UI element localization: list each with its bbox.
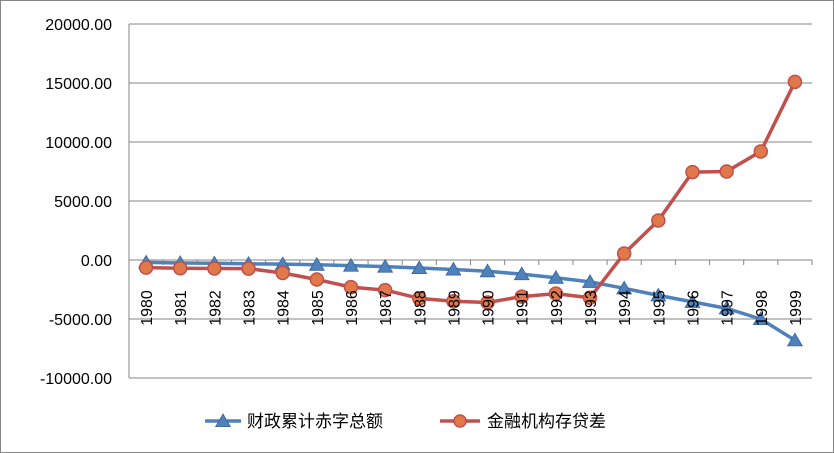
data-point-circle — [343, 279, 359, 295]
data-point-circle — [548, 286, 564, 301]
data-point-circle — [207, 261, 222, 276]
data-point-triangle — [547, 269, 564, 284]
y-tick-label: 15000.00 — [45, 76, 112, 93]
y-tick-label: 10000.00 — [45, 135, 112, 152]
data-point-circle — [412, 291, 427, 306]
data-point-triangle — [411, 260, 428, 275]
y-axis-tick-labels: 20000.00 15000.00 10000.00 5000.00 0.00 -5000… — [40, 17, 112, 388]
data-point-triangle — [752, 311, 769, 325]
data-point-circle — [377, 282, 393, 298]
x-tick-label: 1994 — [617, 290, 634, 326]
legend-label-deposit-loan-gap: 金融机构存贷差 — [487, 412, 606, 432]
x-tick-label: 1995 — [651, 290, 668, 326]
data-point-circle — [480, 295, 495, 310]
x-tick-label: 1984 — [276, 290, 293, 326]
data-point-triangle — [513, 266, 530, 281]
x-tick-label: 1990 — [481, 290, 498, 326]
data-point-circle — [651, 213, 666, 228]
x-tick-label: 1991 — [515, 290, 532, 326]
data-point-circle — [582, 290, 598, 306]
x-tick-label: 1987 — [378, 290, 395, 326]
data-point-circle — [309, 272, 325, 287]
data-point-circle — [616, 246, 632, 261]
x-tick-label: 1982 — [207, 290, 224, 326]
x-tick-label: 1992 — [549, 290, 566, 326]
x-tick-label: 1983 — [242, 290, 259, 326]
x-tick-label: 1997 — [720, 290, 737, 326]
data-point-circle — [787, 74, 803, 90]
data-point-triangle — [650, 287, 667, 302]
data-point-triangle — [308, 256, 325, 271]
x-tick-label: 1996 — [685, 290, 702, 326]
legend-triangle-icon — [214, 413, 232, 427]
data-point-triangle — [718, 300, 735, 315]
y-tick-label: -5000.00 — [49, 312, 112, 329]
x-tick-label: 1999 — [788, 290, 805, 326]
x-axis-tick-labels: 1980 1981 1982 1983 1984 1985 1986 1987 1988 1989… — [139, 290, 805, 326]
data-point-triangle — [342, 257, 360, 272]
x-tick-label: 1985 — [310, 290, 327, 326]
gridlines — [129, 23, 812, 379]
y-tick-label: 5000.00 — [54, 194, 112, 211]
data-point-circle — [241, 261, 256, 276]
data-point-triangle — [581, 274, 599, 288]
legend-label-deficit: 财政累计赤字总额 — [247, 412, 383, 432]
y-tick-label: 20000.00 — [45, 17, 112, 34]
y-tick-label: 0.00 — [81, 253, 112, 270]
data-point-circle — [753, 144, 769, 159]
data-point-circle — [685, 164, 700, 180]
x-tick-label: 1989 — [446, 290, 463, 326]
data-point-triangle — [786, 332, 803, 347]
data-point-circle — [446, 294, 461, 309]
y-tick-label: -10000.00 — [40, 371, 112, 388]
legend-circle-icon — [453, 414, 467, 428]
x-tick-label: 1993 — [583, 290, 600, 326]
x-tick-label: 1981 — [173, 290, 190, 326]
x-tick-label: 1986 — [344, 290, 361, 326]
x-tick-label: 1980 — [139, 290, 156, 326]
legend-item-deficit: 财政累计赤字总额 — [205, 412, 383, 432]
series-lines — [138, 74, 803, 347]
data-point-circle — [172, 261, 188, 276]
data-point-triangle — [684, 294, 701, 308]
x-tick-label: 1998 — [754, 290, 771, 326]
data-point-circle — [719, 164, 734, 179]
series-line-deficit — [146, 260, 796, 342]
legend-item-deposit-loan-gap: 金融机构存贷差 — [440, 412, 606, 432]
data-point-circle — [275, 265, 290, 281]
data-point-triangle — [616, 280, 633, 295]
x-tick-label: 1988 — [412, 290, 429, 326]
legend: 财政累计赤字总额 金融机构存贷差 — [205, 412, 606, 432]
data-point-circle — [514, 289, 529, 304]
data-point-triangle — [377, 258, 394, 273]
data-point-triangle — [479, 263, 496, 278]
data-point-triangle — [445, 261, 462, 276]
data-point-circle — [138, 260, 154, 275]
